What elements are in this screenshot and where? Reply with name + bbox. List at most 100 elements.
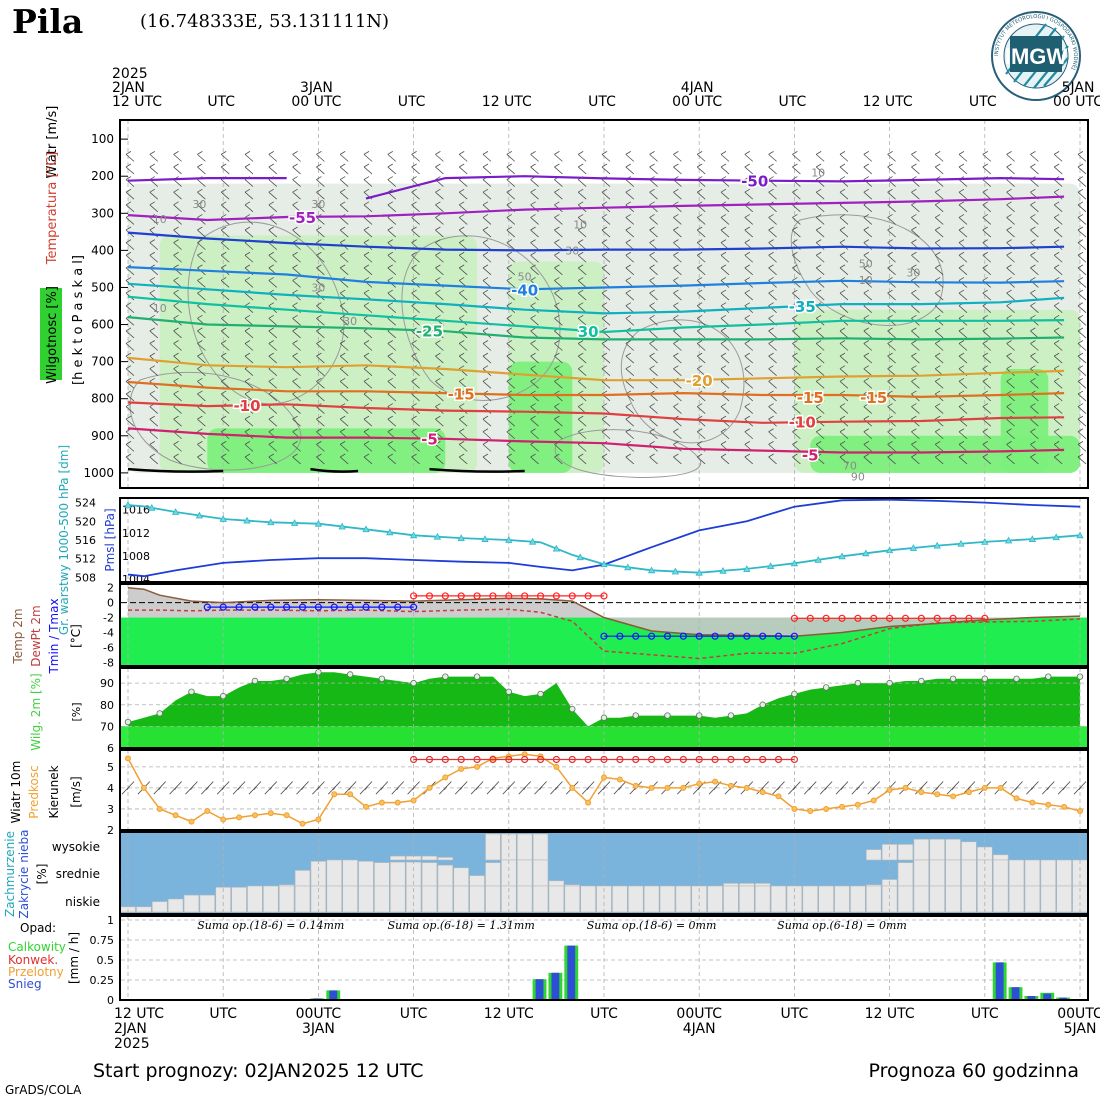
wind-barb [1030, 352, 1039, 364]
wind-barb [149, 453, 159, 465]
precip-snow-bar [995, 962, 1004, 1000]
cloud-bar-low [263, 885, 279, 913]
thickness-marker [1076, 531, 1084, 539]
wind-barb [720, 340, 730, 351]
wind-barb [482, 264, 492, 276]
wind-barb [649, 289, 658, 301]
isotherm-label: -10 [233, 397, 260, 415]
wind-barb [982, 214, 992, 225]
cloud-bar-mid [1040, 859, 1057, 887]
ylabel-wind10m: Wiatr 10m [9, 761, 23, 824]
wind-barb [673, 251, 682, 263]
cloud-bar-low [612, 885, 628, 913]
wind-barb [792, 214, 801, 225]
top-time-label: 12 UTC [863, 94, 913, 110]
wind-barb [1006, 340, 1015, 351]
wind-barb [720, 327, 730, 339]
wind-barb [458, 377, 468, 389]
wind-barb [411, 352, 420, 364]
wind-barb [244, 226, 254, 238]
wind-direction-barb [851, 781, 865, 795]
wind-barb [506, 163, 516, 175]
wind-barb [911, 327, 920, 339]
wind-barb [506, 415, 516, 427]
wind-barb [839, 453, 849, 465]
wind-barb [244, 441, 254, 452]
wind-barb [530, 251, 539, 263]
isotherm-label: -25 [416, 323, 443, 341]
humidity-contour [790, 214, 944, 326]
wind-barb [1077, 453, 1087, 465]
wind-barb [339, 176, 349, 187]
wind-barb [339, 352, 349, 364]
wind-barb [1077, 277, 1087, 288]
wind-barb [625, 239, 635, 250]
wind-barb [173, 453, 182, 465]
wind-speed-marker [648, 784, 655, 791]
wind-speed-marker [997, 784, 1004, 791]
pressure-tick-label: 800 [91, 392, 114, 406]
wind-barb [839, 428, 849, 440]
wind-direction-barb [788, 781, 801, 795]
wind-barb [625, 264, 635, 276]
isotherms: -55 -50 -40 -35 30 -25 -20 -15 -10 -5 -10 -15 -5 -15 [127, 171, 1065, 466]
humidity-tick-label: 90 [100, 677, 114, 690]
wind-barb [673, 226, 682, 238]
wind-barb [625, 415, 635, 427]
tmin-marker [632, 632, 640, 640]
humidity-marker [219, 692, 227, 700]
wind-direction-barb [264, 781, 278, 795]
station-title: Pila [12, 2, 83, 41]
panel-frame [119, 915, 1089, 1001]
cloud-bar-low [548, 885, 565, 913]
wind-direction-barb [201, 781, 214, 795]
wind-barb [244, 277, 254, 288]
wind-barb [815, 340, 825, 351]
wind-barb [1077, 289, 1087, 301]
wind-barb [149, 390, 159, 402]
wind-barb [554, 314, 563, 326]
wind-barb [887, 365, 896, 377]
bottom-time-label: 00UTC [296, 1006, 342, 1022]
cloud-bar-mid [389, 861, 406, 887]
wind-barb [958, 453, 968, 465]
wind-barb [673, 163, 682, 175]
wind-barb [316, 453, 325, 465]
cloud-bar-mid [358, 860, 374, 887]
wind-barb [839, 188, 849, 200]
precip-snow-bar [329, 990, 338, 1000]
upper-air-panel: 100 200 300 400 500 600 700 800 900 1000 -55 -50 -4… [83, 119, 1089, 489]
tmin-marker [219, 603, 227, 611]
imgw-logo: IMGW INSTYTUT METEOROLOGII I GOSPODARKI … [991, 11, 1081, 101]
wind-barb [220, 151, 230, 162]
wind-barb [316, 188, 325, 200]
wind-barb [292, 188, 301, 200]
cloud-bar-mid [485, 862, 501, 887]
wind-barb [458, 441, 468, 452]
isotherm-label: 30 [578, 323, 599, 341]
humidity-marker [569, 705, 576, 713]
wind-barb [696, 403, 706, 414]
wind-barb [363, 151, 373, 162]
temperature-panel: 2 0 -2-4 -6 -8 [103, 582, 1089, 669]
wind-speed-marker [918, 789, 925, 796]
wind-barb [720, 188, 730, 200]
tmin-marker [727, 632, 735, 640]
wind-barb [934, 327, 944, 339]
wind-barb [554, 151, 563, 162]
wind-barb [839, 365, 849, 377]
wind-barb [792, 327, 801, 339]
cloud-bar-low [627, 885, 644, 913]
wind-barb [863, 151, 873, 162]
wind-barb [577, 163, 587, 175]
cloud-bar-low [389, 885, 406, 913]
precip-snow-bar [1027, 996, 1036, 1000]
top-time-label: UTC [588, 94, 616, 110]
wind-barb [958, 214, 968, 225]
wind-barb [197, 340, 206, 351]
wind-barb [768, 226, 777, 238]
wind-speed-marker [950, 793, 957, 800]
wind-barb [316, 340, 325, 351]
wind-barb [982, 352, 992, 364]
ylabel-temp-unit: [°C] [69, 624, 83, 648]
